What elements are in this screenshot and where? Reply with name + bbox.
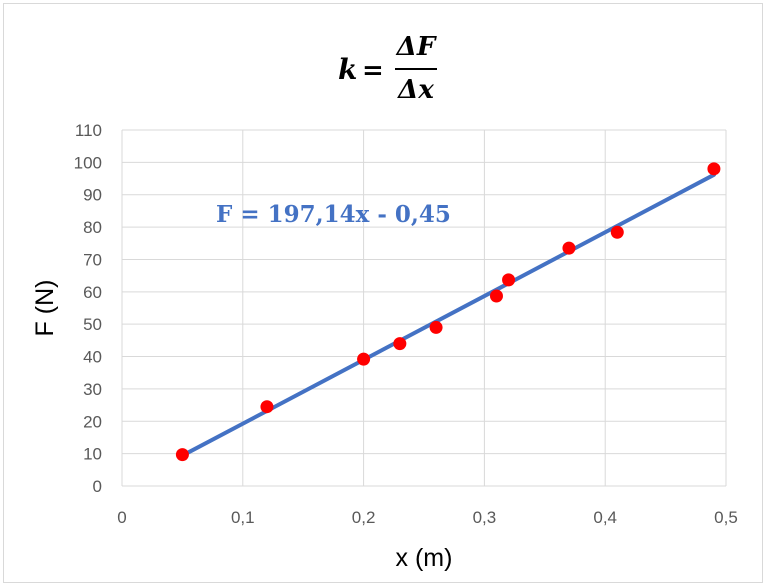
- y-tick-label: 40: [83, 348, 102, 367]
- x-tick-label: 0,3: [473, 508, 497, 527]
- x-tick-label: 0,5: [714, 508, 738, 527]
- data-point: [393, 337, 407, 351]
- x-axis-ticks: 0 0,1 0,2 0,3 0,4 0,5: [117, 508, 738, 527]
- title-denominator: Δx: [396, 75, 434, 105]
- x-tick-label: 0,4: [593, 508, 617, 527]
- y-tick-label: 0: [93, 477, 102, 496]
- data-point: [562, 241, 576, 255]
- data-point: [357, 352, 371, 366]
- title-numerator: ΔF: [395, 32, 437, 62]
- y-axis-title: F (N): [31, 280, 59, 337]
- x-axis-title: x (m): [396, 544, 453, 572]
- data-point: [707, 162, 721, 176]
- y-tick-label: 20: [83, 412, 102, 431]
- gridlines: [121, 129, 727, 487]
- y-tick-label: 80: [83, 218, 102, 237]
- trendline-equation: F = 197,14x - 0,45: [216, 201, 451, 228]
- title-lhs: k: [338, 53, 357, 86]
- x-tick-label: 0,1: [231, 508, 255, 527]
- y-tick-label: 100: [74, 153, 102, 172]
- data-point: [489, 289, 503, 303]
- y-tick-label: 30: [83, 380, 102, 399]
- y-tick-label: 90: [83, 186, 102, 205]
- y-tick-label: 70: [83, 250, 102, 269]
- y-axis-ticks: 0 10 20 30 40 50 60 70 80 90 100 110: [74, 121, 102, 496]
- x-tick-label: 0: [117, 508, 126, 527]
- y-tick-label: 110: [75, 121, 102, 140]
- y-tick-label: 10: [83, 445, 102, 464]
- y-tick-label: 50: [83, 315, 102, 334]
- title-equals: =: [362, 56, 384, 86]
- data-point: [610, 225, 624, 239]
- data-point: [502, 273, 516, 287]
- x-tick-label: 0,2: [352, 508, 376, 527]
- data-point: [175, 448, 189, 462]
- data-point: [260, 400, 274, 414]
- y-tick-label: 60: [83, 283, 102, 302]
- chart-title: k = ΔF Δx: [338, 32, 437, 105]
- data-points: [175, 162, 721, 462]
- data-point: [429, 320, 443, 334]
